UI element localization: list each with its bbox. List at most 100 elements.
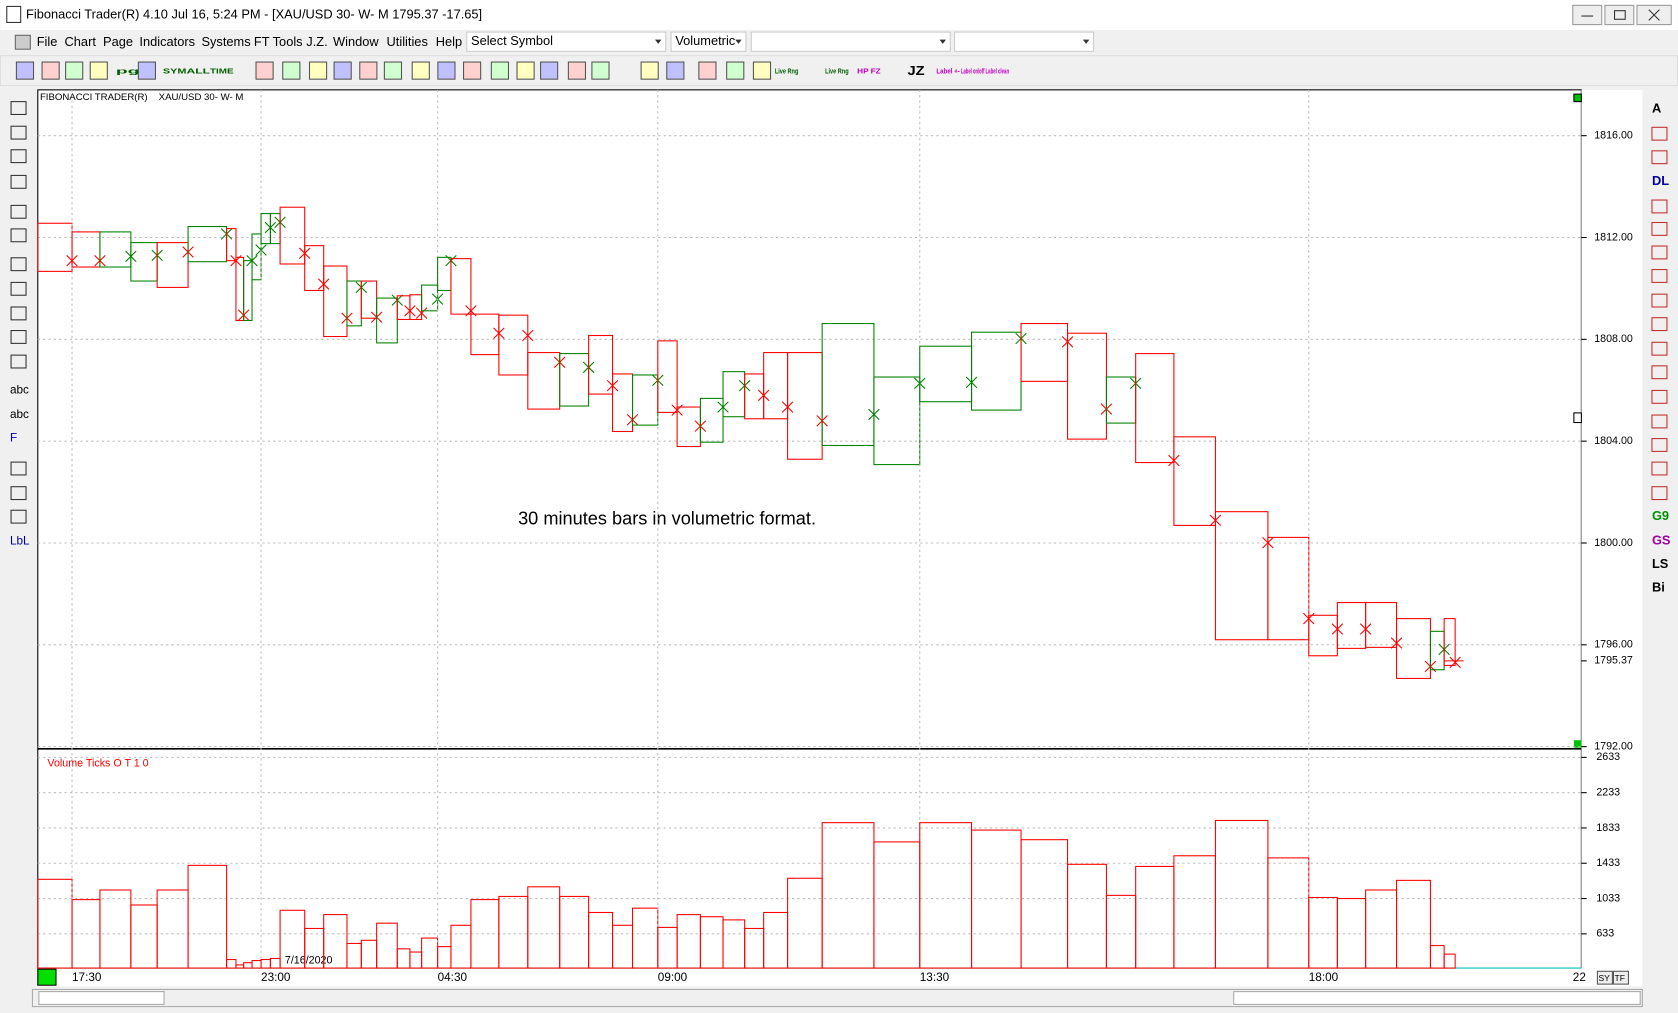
minimize-button[interactable] xyxy=(1572,4,1603,26)
x-tick-label: 13:30 xyxy=(920,971,950,984)
tool-button[interactable] xyxy=(1651,389,1668,404)
toolbar-label[interactable]: SYM xyxy=(163,67,187,76)
tool-label[interactable]: DL xyxy=(1652,173,1669,188)
dropdown[interactable] xyxy=(670,31,747,52)
tool-label[interactable]: abc xyxy=(10,384,29,397)
toolbar-button[interactable] xyxy=(463,61,482,80)
tool-button[interactable] xyxy=(1651,486,1668,501)
toolbar-button[interactable] xyxy=(540,61,559,80)
menu-item[interactable]: Indicators xyxy=(139,34,195,49)
toolbar-button[interactable] xyxy=(411,61,430,80)
toolbar-label[interactable]: ALL xyxy=(186,67,210,76)
toolbar-label[interactable]: JZ xyxy=(907,63,924,78)
maximize-button[interactable] xyxy=(1604,4,1635,26)
toolbar-button[interactable] xyxy=(726,61,745,80)
toolbar-label[interactable]: TIME xyxy=(210,67,234,76)
chart-annotation: 30 minutes bars in volumetric format. xyxy=(518,509,816,529)
tool-label[interactable]: Bi xyxy=(1652,580,1665,595)
dropdown[interactable] xyxy=(466,31,667,52)
scale-handle[interactable] xyxy=(1573,412,1582,424)
menu-item[interactable]: Page xyxy=(103,34,133,49)
menu-item[interactable]: J.Z. xyxy=(306,34,327,49)
tool-button[interactable] xyxy=(10,461,27,476)
toolbar-label[interactable]: Label clean xyxy=(986,67,1010,76)
menu-item[interactable]: Chart xyxy=(65,34,97,49)
tool-button[interactable] xyxy=(10,509,27,524)
toolbar-button[interactable] xyxy=(591,61,610,80)
dropdown[interactable] xyxy=(953,31,1095,52)
toolbar-label[interactable]: HP FZ xyxy=(857,67,881,76)
toolbar-button[interactable] xyxy=(516,61,535,80)
menu-item[interactable]: File xyxy=(37,34,58,49)
toolbar-button[interactable] xyxy=(41,61,60,80)
toolbar-label[interactable]: pg xyxy=(116,67,141,76)
tool-button[interactable] xyxy=(1651,293,1668,308)
toolbar-label[interactable]: Label +- xyxy=(936,67,960,76)
tool-button[interactable] xyxy=(10,330,27,344)
tool-button[interactable] xyxy=(1651,438,1668,452)
toolbar-button[interactable] xyxy=(65,61,84,80)
plot-area xyxy=(37,89,1582,969)
tool-button[interactable] xyxy=(10,101,27,115)
tool-button[interactable] xyxy=(1651,126,1668,141)
tool-label[interactable]: LbL xyxy=(10,534,30,547)
tool-button[interactable] xyxy=(1651,317,1668,332)
toolbar-button[interactable] xyxy=(359,61,378,80)
toolbar-button[interactable] xyxy=(567,61,587,80)
tool-button[interactable] xyxy=(10,228,27,243)
tool-button[interactable] xyxy=(10,354,27,369)
tool-button[interactable] xyxy=(10,306,27,321)
scrollbar-thumb[interactable] xyxy=(1233,991,1641,1005)
toolbar-button[interactable] xyxy=(333,61,352,80)
toolbar-button[interactable] xyxy=(137,61,157,80)
tool-button[interactable] xyxy=(10,257,27,272)
toolbar-button[interactable] xyxy=(15,61,35,80)
status-label: TF xyxy=(1615,973,1625,983)
status-box[interactable] xyxy=(1596,970,1613,985)
tool-button[interactable] xyxy=(1651,269,1668,283)
toolbar-button[interactable] xyxy=(640,61,659,80)
toolbar-button[interactable] xyxy=(490,61,509,80)
tool-button[interactable] xyxy=(1651,341,1668,356)
menu-item[interactable]: FT Tools xyxy=(254,34,303,49)
status-box[interactable] xyxy=(1612,970,1629,985)
tool-button[interactable] xyxy=(10,125,27,140)
tool-label[interactable]: F xyxy=(10,432,17,445)
toolbar-button[interactable] xyxy=(437,61,456,80)
tool-button[interactable] xyxy=(1651,461,1668,476)
tool-button[interactable] xyxy=(1651,245,1668,260)
toolbar-button[interactable] xyxy=(698,61,717,80)
tool-button[interactable] xyxy=(1651,414,1668,429)
toolbar-button[interactable] xyxy=(383,61,403,80)
toolbar-button[interactable] xyxy=(282,61,301,80)
tool-label[interactable]: A xyxy=(1652,100,1661,115)
toolbar-label[interactable]: Live Rng xyxy=(825,67,849,76)
toolbar-button[interactable] xyxy=(666,61,685,80)
tool-label[interactable]: abc xyxy=(10,408,29,421)
tool-button[interactable] xyxy=(10,174,27,189)
toolbar-label[interactable]: Label on/off xyxy=(961,67,985,76)
tool-button[interactable] xyxy=(10,486,27,501)
menu-item[interactable]: Systems xyxy=(201,34,250,49)
tool-label[interactable]: G9 xyxy=(1652,508,1669,523)
tool-button[interactable] xyxy=(1651,150,1668,165)
tool-label[interactable]: GS xyxy=(1652,533,1671,548)
tool-button[interactable] xyxy=(1651,199,1668,214)
toolbar-label[interactable]: Live Rng xyxy=(775,67,799,76)
tool-button[interactable] xyxy=(10,281,27,296)
toolbar-button[interactable] xyxy=(89,61,108,80)
toolbar-button[interactable] xyxy=(752,61,772,80)
tool-label[interactable]: LS xyxy=(1652,556,1669,571)
tool-button[interactable] xyxy=(1651,365,1668,380)
toolbar-button[interactable] xyxy=(255,61,274,80)
menu-item[interactable]: Help xyxy=(436,34,462,49)
dropdown[interactable] xyxy=(750,31,951,52)
tool-button[interactable] xyxy=(10,149,27,164)
menu-item[interactable]: Window xyxy=(333,34,379,49)
scrollbar-left[interactable] xyxy=(38,991,165,1005)
tool-button[interactable] xyxy=(1651,221,1668,236)
toolbar-button[interactable] xyxy=(308,61,328,80)
menu-item[interactable]: Utilities xyxy=(387,34,428,49)
tool-button[interactable] xyxy=(10,204,27,219)
